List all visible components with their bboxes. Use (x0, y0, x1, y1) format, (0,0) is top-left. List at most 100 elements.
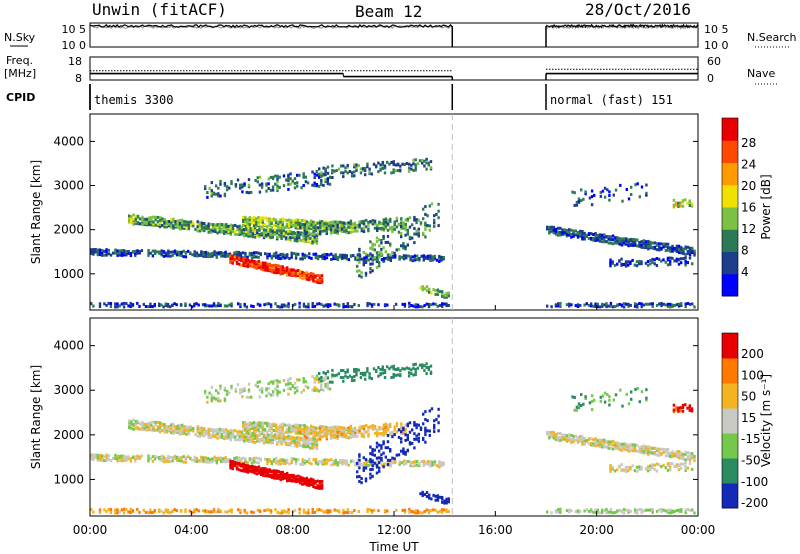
vel-range-cell (624, 470, 628, 474)
vel-range-cell (675, 465, 678, 469)
vel-range-cell (550, 433, 553, 437)
vel-range-cell (220, 433, 224, 436)
power-range-cell (603, 233, 606, 237)
vel-range-cell (231, 464, 234, 468)
power-range-cell (367, 254, 370, 258)
power-range-cell (622, 241, 626, 245)
power-range-cell (255, 217, 258, 221)
power-range-cell (339, 171, 343, 175)
vel-range-cell (364, 466, 368, 470)
vel-range-cell (344, 374, 347, 378)
vel-range-cell (680, 451, 683, 455)
vel-range-cell (367, 432, 370, 436)
vel-range-cell (245, 430, 248, 434)
power-range-cell (242, 220, 245, 223)
vel-range-cell (620, 468, 623, 472)
power-range-cell (205, 224, 208, 228)
power-range-cell (105, 303, 108, 307)
power-range-cell (367, 227, 370, 231)
power-range-cell (279, 224, 282, 228)
vel-range-cell (585, 508, 588, 512)
power-range-cell (258, 232, 261, 236)
vel-range-cell (430, 407, 434, 411)
power-range-cell (322, 166, 325, 170)
power-range-cell (167, 220, 171, 223)
vel-range-cell (354, 431, 357, 435)
power-range-cell (320, 220, 324, 224)
power-range-cell (178, 253, 181, 257)
vel-range-cell (288, 431, 291, 435)
power-range-cell (161, 217, 164, 221)
power-range-cell (207, 222, 210, 226)
power-range-cell (211, 254, 214, 258)
vel-range-cell (620, 509, 624, 513)
vel-range-cell (363, 463, 366, 467)
power-range-cell (647, 239, 650, 243)
power-range-cell (262, 231, 266, 235)
vel-range-cell (275, 472, 278, 476)
power-range-cell (311, 241, 314, 245)
vel-range-cell (618, 464, 621, 468)
vel-range-cell (280, 442, 283, 446)
power-range-cell (92, 248, 95, 252)
power-range-cell (173, 251, 177, 255)
power-range-cell (625, 240, 628, 244)
power-range-cell (334, 255, 337, 259)
power-range-cell (277, 268, 280, 271)
power-range-cell (187, 227, 191, 231)
vel-range-cell (145, 422, 149, 426)
vel-range-cell (603, 400, 607, 404)
power-range-cell (419, 286, 422, 290)
vel-range-cell (305, 460, 309, 463)
power-range-cell (636, 244, 639, 248)
power-range-cell (395, 219, 399, 223)
power-range-cell (340, 227, 344, 231)
vel-range-cell (230, 386, 233, 390)
power-range-cell (283, 269, 287, 273)
power-range-cell (178, 227, 182, 231)
power-range-cell (158, 218, 162, 222)
vel-range-cell (362, 466, 365, 470)
vel-range-cell (310, 432, 313, 436)
power-range-cell (253, 264, 256, 267)
vel-range-cell (355, 371, 358, 375)
vel-range-cell (646, 465, 650, 469)
vel-range-cell (209, 460, 212, 464)
vel-range-cell (255, 466, 258, 470)
power-range-cell (343, 229, 346, 233)
power-range-cell (383, 171, 387, 175)
power-range-cell (584, 190, 587, 194)
power-range-cell (651, 241, 654, 245)
vel-range-cell (404, 450, 407, 454)
vel-range-cell (151, 455, 155, 459)
power-range-cell (263, 216, 267, 220)
vel-range-cell (590, 508, 593, 512)
power-range-cell (307, 275, 311, 279)
power-range-cell (229, 228, 232, 232)
vel-range-cell (427, 462, 430, 466)
power-range-cell (163, 225, 166, 229)
power-range-cell (371, 242, 374, 246)
power-range-cell (220, 230, 224, 234)
power-range-cell (382, 237, 385, 240)
power-range-cell (677, 201, 680, 205)
power-range-cell (366, 162, 369, 166)
vel-range-cell (248, 421, 251, 425)
vel-range-cell (402, 426, 405, 430)
power-range-cell (272, 270, 276, 274)
power-range-cell (382, 235, 385, 238)
power-range-cell (338, 228, 342, 232)
vel-range-cell (281, 425, 284, 429)
vel-colorbar-label: Velocity [m s⁻¹] (759, 374, 773, 467)
power-range-cell (267, 235, 270, 239)
vel-range-cell (605, 445, 608, 449)
vel-colorbar-swatch (722, 358, 738, 384)
power-range-cell (688, 248, 692, 252)
vel-range-cell (384, 431, 388, 435)
power-range-cell (314, 254, 318, 258)
vel-range-cell (324, 509, 328, 513)
nsearch-label: N.Search (747, 31, 797, 44)
power-range-cell (236, 233, 239, 236)
vel-range-cell (249, 465, 252, 469)
vel-range-cell (323, 458, 326, 462)
